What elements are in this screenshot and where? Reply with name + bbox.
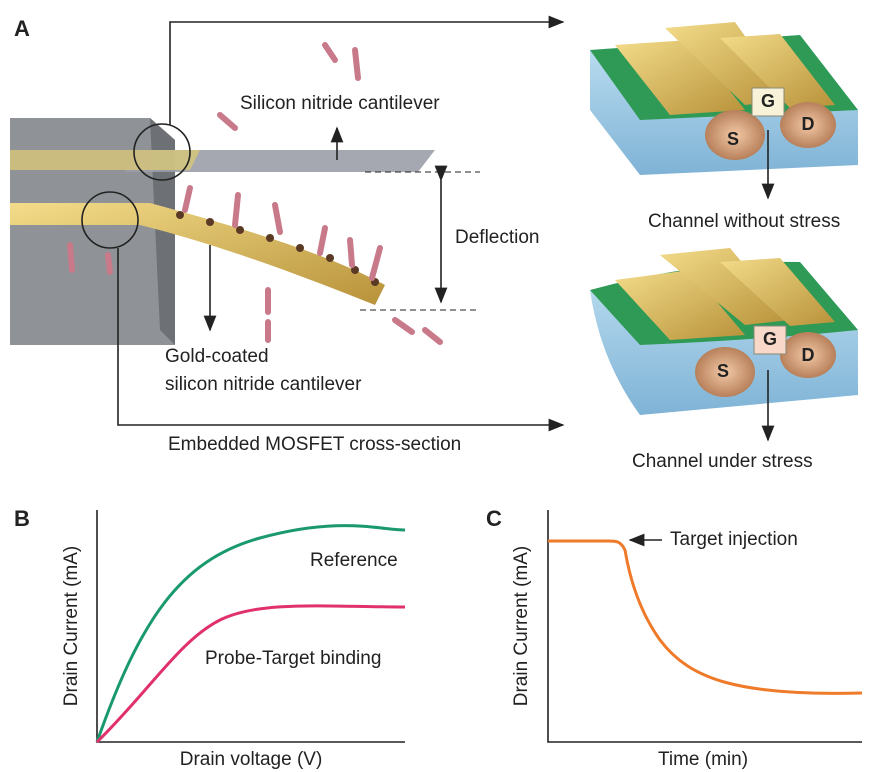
annotation: Silicon nitride cantilever — [240, 93, 440, 114]
annotation: Embedded MOSFET cross-section — [168, 434, 461, 455]
curve — [97, 606, 405, 742]
terminal-label: G — [761, 91, 775, 111]
cantilever-illustration — [10, 22, 563, 425]
figure: A Silicon nitride cantilever Deflection … — [0, 0, 875, 772]
terminal-label: S — [717, 361, 729, 381]
terminal-label: D — [802, 345, 815, 365]
panel-label: C — [486, 506, 502, 531]
annotation: Deflection — [455, 227, 540, 248]
annotation: Gold-coated — [165, 346, 269, 367]
terminal-label: S — [727, 129, 739, 149]
y-axis-label: Drain Current (mA) — [511, 546, 532, 706]
curve-label: Reference — [310, 550, 398, 571]
x-axis-label: Time (min) — [658, 749, 748, 770]
caption: Channel without stress — [648, 211, 840, 232]
mosfet-illustration — [590, 248, 858, 440]
annotation: silicon nitride cantilever — [165, 374, 362, 395]
terminal-label: D — [802, 114, 815, 134]
curve — [548, 541, 862, 693]
mosfet-illustration — [590, 22, 858, 198]
panel-label: B — [14, 506, 30, 531]
annotation: Target injection — [670, 529, 798, 550]
axes — [97, 510, 405, 742]
terminal-label: G — [763, 329, 777, 349]
caption: Channel under stress — [632, 451, 813, 472]
y-axis-label: Drain Current (mA) — [61, 546, 82, 706]
x-axis-label: Drain voltage (V) — [180, 749, 323, 770]
curve-label: Probe-Target binding — [205, 648, 381, 669]
panel-label: A — [14, 16, 30, 41]
